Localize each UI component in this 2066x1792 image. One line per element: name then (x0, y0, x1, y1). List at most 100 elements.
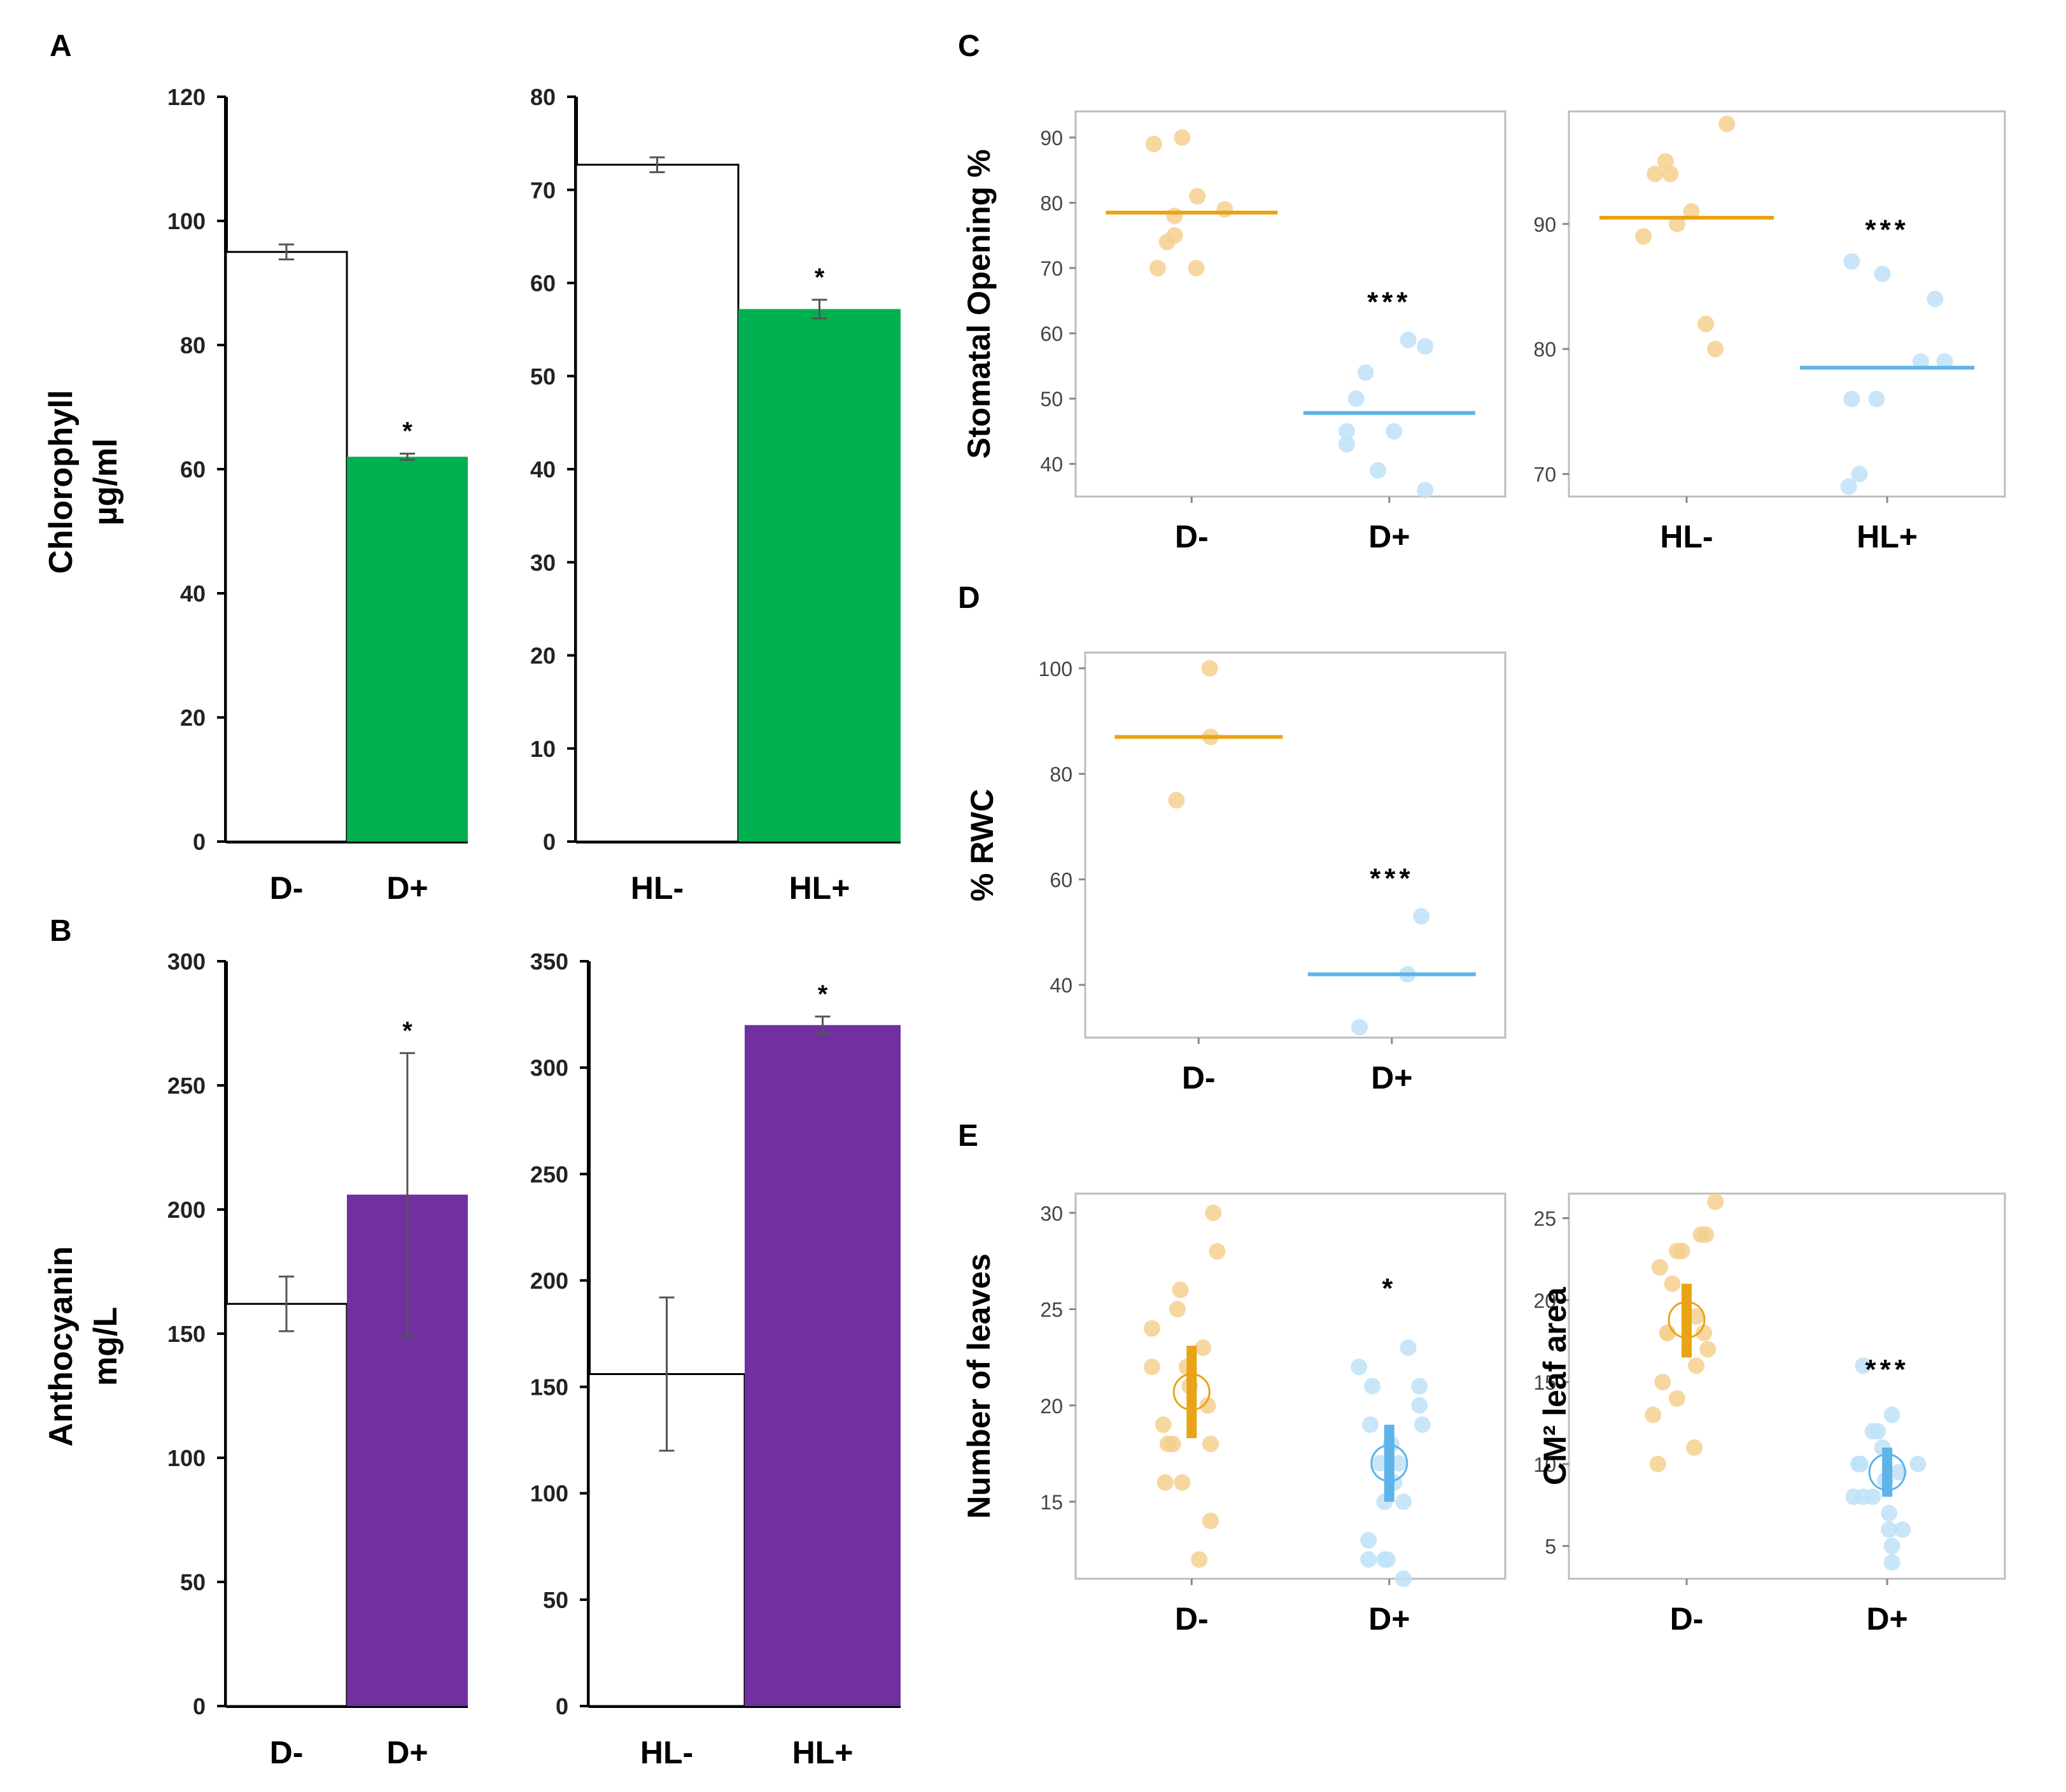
y-tick-label: 0 (193, 829, 206, 855)
plot-frame (1074, 1192, 1507, 1580)
data-point (1338, 435, 1355, 453)
data-point (1927, 290, 1944, 307)
data-point (1883, 1537, 1901, 1555)
y-tick-label: 50 (530, 363, 556, 390)
y-axis-label: Number of leaves (961, 1253, 997, 1519)
y-tick-label: 5 (1545, 1535, 1556, 1558)
y-tick-label: 80 (180, 332, 206, 358)
data-point (1417, 481, 1434, 498)
data-point (1718, 115, 1736, 132)
y-tick-label: 200 (530, 1267, 568, 1294)
data-point (1145, 136, 1162, 153)
data-point (1351, 1358, 1368, 1376)
y-tick-label: 0 (193, 1693, 206, 1719)
data-point (1688, 1357, 1705, 1374)
bar (575, 164, 740, 843)
data-point (1202, 1513, 1219, 1530)
category-label: D+ (1368, 1601, 1410, 1637)
data-point (1869, 1423, 1886, 1440)
data-point (1216, 201, 1233, 218)
data-point (1635, 228, 1652, 245)
panel-label-d: D (958, 581, 980, 615)
data-point (1351, 1019, 1368, 1036)
y-tick-label: 25 (1040, 1299, 1063, 1322)
data-point (1647, 166, 1664, 183)
y-axis-label: Anthocyanin (43, 1246, 80, 1447)
y-axis-label: mg/L (87, 1307, 124, 1386)
data-point (1386, 423, 1403, 440)
y-axis-label: Stomatal Opening % (961, 149, 997, 458)
category-label: D+ (386, 870, 428, 906)
data-point (1149, 260, 1166, 277)
y-tick-label: 250 (530, 1161, 568, 1187)
y-tick-label: 200 (167, 1197, 206, 1223)
category-label: D- (1175, 1601, 1209, 1637)
data-point (1202, 1436, 1219, 1453)
panel-label-a: A (50, 29, 72, 63)
significance-marker: * (402, 418, 412, 446)
y-tick-label: 80 (1533, 338, 1556, 361)
category-label: D+ (386, 1735, 428, 1770)
y-axis-label: % RWC (964, 789, 1000, 901)
data-point (1417, 338, 1434, 355)
data-point (1390, 1455, 1407, 1472)
data-point (1868, 390, 1885, 407)
y-tick-label: 150 (530, 1374, 568, 1400)
chart-e2: 5 10 15 20 25 D- D+ *** CM² leaf area (1533, 1192, 2006, 1637)
y-tick-label: 0 (543, 829, 556, 855)
y-tick-label: 100 (167, 1445, 206, 1471)
chart-a1: 0 20 40 60 80 100 120 D- * D+ Chlorophyll µg/ml (43, 84, 468, 906)
data-point (1143, 1320, 1160, 1337)
bar (738, 309, 901, 842)
y-tick-label: 60 (530, 271, 556, 297)
category-label: HL+ (792, 1735, 854, 1770)
y-tick-label: 20 (530, 643, 556, 669)
data-point (1883, 1406, 1901, 1423)
y-tick-label: 100 (530, 1481, 568, 1507)
data-point (1683, 203, 1700, 220)
y-tick-label: 350 (530, 949, 568, 975)
data-point (1174, 1474, 1191, 1491)
data-point (1379, 1551, 1396, 1568)
y-tick-label: 20 (1040, 1395, 1063, 1418)
y-tick-label: 40 (1050, 974, 1072, 997)
plot-frame (1074, 110, 1507, 498)
data-point (1874, 265, 1891, 283)
y-tick-label: 40 (180, 581, 206, 607)
data-point (1840, 478, 1857, 495)
ci-bar (1882, 1448, 1893, 1497)
category-label: D- (270, 1735, 304, 1770)
data-point (1174, 129, 1191, 146)
y-tick-label: 25 (1533, 1208, 1556, 1231)
data-point (1688, 1308, 1705, 1325)
data-point (1707, 1193, 1724, 1210)
mean-marker (1868, 1453, 1906, 1492)
data-point (1843, 390, 1860, 407)
data-point (1411, 1378, 1428, 1395)
y-tick-label: 40 (1040, 453, 1063, 476)
chart-b1: 0 50 100 150 200 250 300 D- * D+ Anthocyanin mg/L (43, 949, 468, 1770)
data-point (1699, 1341, 1717, 1358)
data-point (1413, 908, 1430, 925)
y-tick-label: 70 (530, 177, 556, 203)
data-point (1411, 1397, 1428, 1414)
data-point (1155, 1416, 1172, 1433)
significance-marker: * (818, 980, 828, 1008)
data-point (1195, 1339, 1212, 1356)
panel-label-c: C (958, 29, 980, 63)
data-point (1936, 353, 1953, 370)
y-tick-label: 10 (1533, 1453, 1556, 1476)
category-label: D- (1182, 1060, 1216, 1096)
data-point (1890, 1464, 1908, 1481)
y-tick-label: 50 (1040, 388, 1063, 411)
data-point (1686, 1439, 1703, 1457)
panel-label-b: B (50, 914, 72, 948)
plot-frame (1568, 110, 2006, 498)
y-tick-label: 80 (1040, 192, 1063, 215)
bar (347, 456, 468, 842)
data-point (1362, 1416, 1379, 1433)
data-point (1881, 1521, 1898, 1538)
data-point (1201, 660, 1218, 677)
data-point (1400, 331, 1417, 348)
